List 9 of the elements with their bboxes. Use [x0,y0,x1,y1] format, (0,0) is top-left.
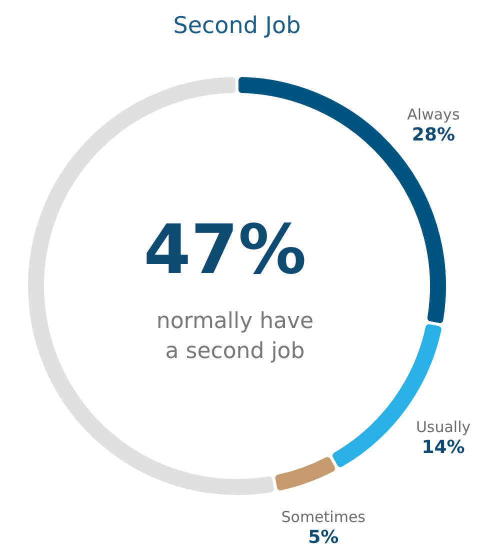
slice-label: Usually [416,418,471,436]
text: normally have a second job [156,309,314,364]
data-label: 14% [422,436,465,458]
chart-title: Second Job [173,13,301,39]
slice-label: Always [407,105,460,124]
text: 47% [144,211,306,290]
slice-label: Sometimes [281,508,366,526]
data-label: 5% [308,526,339,548]
data-label: 28% [412,124,456,146]
